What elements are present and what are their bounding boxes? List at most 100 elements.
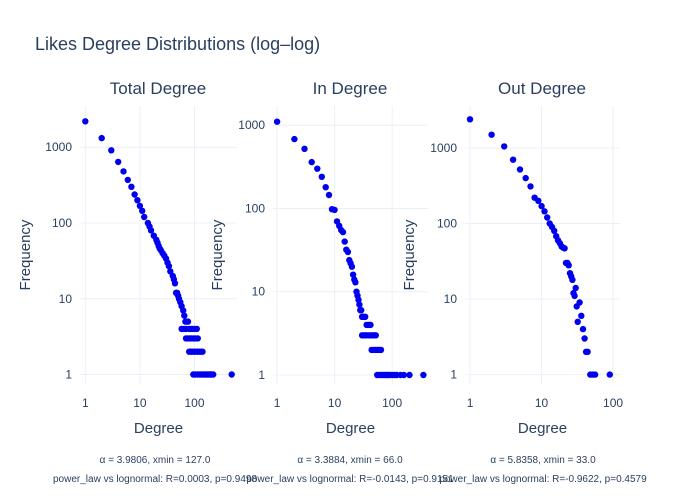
data-point: [325, 191, 333, 199]
y-tick-label: 1: [258, 368, 265, 382]
x-tick-label: 1: [82, 396, 89, 410]
panel-title-out-degree: Out Degree: [498, 79, 586, 98]
y-tick-label: 10: [59, 292, 73, 306]
panel-title-in-degree: In Degree: [313, 79, 388, 98]
data-point: [576, 299, 583, 306]
data-point: [182, 325, 190, 333]
data-point: [344, 248, 352, 256]
data-point: [318, 173, 325, 180]
y-tick-label: 1000: [430, 141, 457, 155]
panel-out-degree: Out Degree 1 10 100 1000 1 10 100 Degree Frequen…: [401, 79, 647, 485]
data-point: [301, 145, 308, 152]
data-point: [565, 262, 572, 269]
data-point: [541, 208, 548, 215]
y-tick-label: 10: [444, 292, 458, 306]
data-point: [115, 158, 122, 166]
data-point: [134, 197, 141, 204]
data-point: [574, 318, 581, 325]
data-point: [579, 325, 587, 333]
panel-title-total-degree: Total Degree: [110, 79, 206, 98]
figure-title: Likes Degree Distributions (log–log): [35, 34, 320, 54]
data-point: [501, 143, 508, 150]
panel-in-degree: In Degree 1 10 100 1000 1 10 100 Degree Frequenc…: [209, 79, 454, 485]
data-point: [355, 296, 362, 303]
data-point: [120, 168, 127, 175]
data-point: [569, 276, 576, 283]
x-tick-label: 100: [382, 396, 402, 410]
data-point: [131, 191, 138, 198]
data-point: [228, 371, 235, 378]
data-point: [291, 135, 298, 143]
data-point: [527, 183, 534, 190]
data-point: [349, 271, 357, 278]
data-point: [578, 312, 585, 319]
data-point: [339, 228, 347, 236]
x-tick-label: 1: [274, 396, 281, 410]
data-point: [141, 213, 148, 221]
y-tick-label: 100: [245, 201, 265, 215]
data-point: [136, 202, 144, 210]
x-tick-label: 10: [535, 396, 549, 410]
fit-annotation-total-degree: α = 3.9806, xmin = 127.0: [100, 455, 211, 466]
data-point: [199, 348, 206, 355]
data-point: [147, 227, 155, 234]
y-axis-label-total-degree: Frequency: [17, 219, 34, 290]
data-point: [98, 134, 105, 142]
y-tick-label: 10: [252, 285, 266, 299]
x-axis-label-in-degree: Degree: [326, 420, 375, 437]
data-point: [571, 292, 578, 300]
data-point: [194, 335, 201, 342]
data-point: [400, 371, 408, 379]
data-point: [538, 202, 545, 210]
y-tick-label: 100: [52, 216, 72, 230]
data-point: [82, 118, 89, 125]
y-tick-label: 1: [450, 368, 457, 382]
data-point: [181, 312, 188, 319]
y-axis-label-in-degree: Frequency: [209, 219, 226, 290]
data-point: [535, 197, 542, 204]
data-point: [331, 206, 338, 214]
x-tick-label: 1: [467, 396, 474, 410]
data-point: [572, 284, 579, 292]
data-point: [165, 262, 173, 270]
data-point: [561, 245, 568, 252]
x-axis-label-total-degree: Degree: [134, 420, 183, 437]
y-axis-label-out-degree: Frequency: [401, 219, 418, 290]
comparison-annotation-total-degree: power_law vs lognormal: R=0.0003, p=0.94…: [53, 474, 257, 485]
x-tick-label: 10: [328, 396, 342, 410]
data-point: [420, 371, 427, 379]
data-point: [124, 176, 131, 184]
data-point: [171, 280, 179, 287]
data-point: [591, 371, 599, 378]
data-point: [210, 371, 217, 378]
data-point: [356, 301, 363, 308]
data-point: [184, 318, 192, 325]
data-point: [509, 156, 517, 163]
data-point: [367, 321, 374, 329]
fit-annotation-in-degree: α = 3.3884, xmin = 66.0: [297, 455, 403, 466]
data-point: [314, 165, 321, 172]
data-point: [522, 174, 529, 182]
data-point: [358, 307, 365, 314]
data-point: [466, 116, 474, 123]
data-point: [584, 348, 591, 355]
y-tick-label: 1: [65, 368, 72, 382]
data-point: [488, 131, 495, 138]
y-tick-label: 1000: [45, 140, 72, 154]
y-tick-label: 100: [437, 217, 457, 231]
data-point: [581, 335, 588, 342]
fit-annotation-out-degree: α = 5.8358, xmin = 33.0: [490, 455, 596, 466]
x-tick-label: 100: [603, 396, 623, 410]
data-point: [341, 238, 348, 245]
data-point: [606, 371, 613, 378]
y-tick-label: 1000: [238, 118, 265, 132]
data-point: [128, 183, 135, 190]
data-point: [348, 263, 356, 270]
x-tick-label: 10: [133, 396, 147, 410]
x-axis-label-out-degree: Degree: [518, 420, 567, 437]
data-point: [372, 332, 379, 339]
data-point: [544, 214, 551, 221]
data-point: [551, 227, 558, 234]
data-point: [180, 307, 187, 314]
